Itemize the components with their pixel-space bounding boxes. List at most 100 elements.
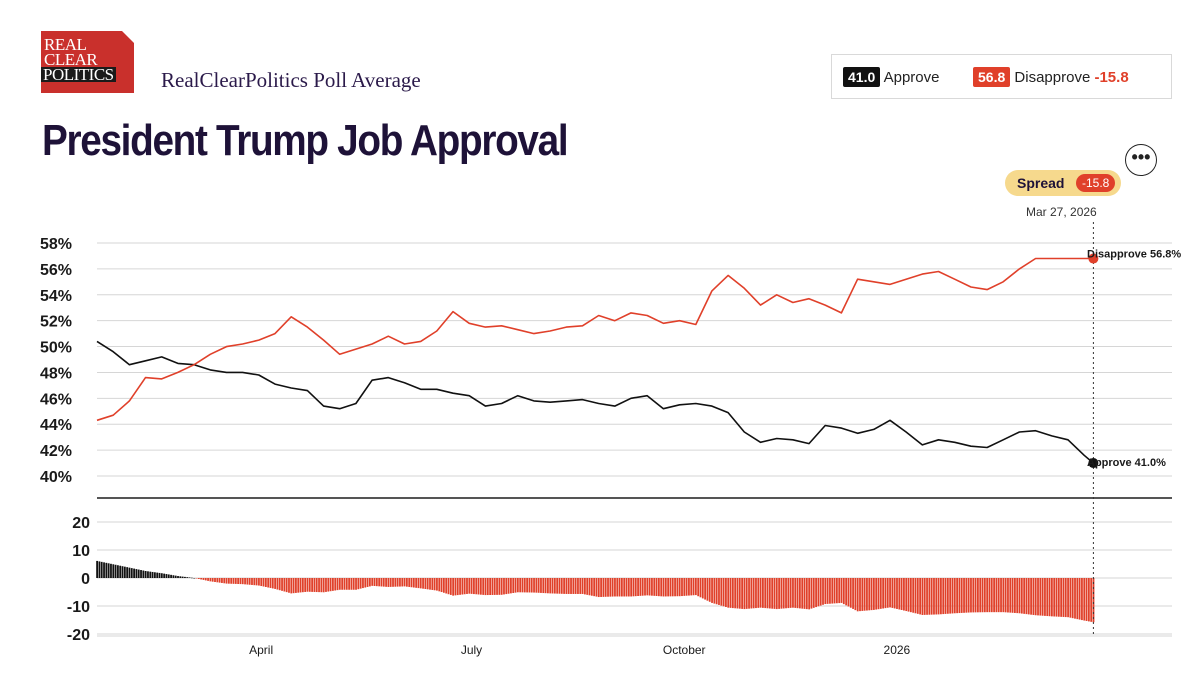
spread-bar	[489, 578, 492, 595]
spread-bar	[234, 578, 237, 584]
spread-bar	[618, 578, 621, 597]
logo-line-1: REAL	[44, 35, 87, 54]
spread-bar	[997, 578, 1000, 613]
spread-bar	[382, 578, 385, 587]
spread-bar	[688, 578, 690, 596]
spread-bar	[852, 578, 854, 609]
spread-bar	[685, 578, 688, 596]
spread-bar	[838, 578, 841, 604]
spread-bar	[1023, 578, 1026, 614]
spread-bar	[990, 578, 993, 613]
spread-bar	[278, 578, 281, 591]
spread-bar	[660, 578, 663, 597]
spread-bar	[424, 578, 427, 589]
spread-bar	[597, 578, 600, 598]
spread-bar	[216, 578, 219, 583]
page-title: President Trump Job Approval	[42, 116, 569, 165]
spread-bar	[290, 578, 293, 594]
x-tick-label: July	[461, 643, 482, 657]
y-tick-label: 0	[81, 571, 90, 588]
spread-bar	[345, 578, 348, 590]
spread-bar	[766, 578, 769, 609]
spread-bar	[829, 578, 831, 604]
spread-bar	[563, 578, 565, 594]
spread-bar	[921, 578, 924, 615]
spread-bar	[473, 578, 475, 595]
spread-bar	[107, 563, 110, 578]
spread-bar	[662, 578, 665, 597]
spread-bar	[935, 578, 938, 615]
spread-bar	[912, 578, 915, 613]
spread-bar	[970, 578, 972, 613]
spread-bar	[669, 578, 672, 597]
spread-bar	[946, 578, 949, 614]
spread-bar	[271, 578, 274, 589]
spread-bar	[232, 578, 235, 584]
spread-bar	[794, 578, 797, 608]
rcp-logo[interactable]: REAL CLEAR POLITICS	[41, 31, 134, 93]
spread-bar	[283, 578, 286, 592]
spread-bar	[1083, 578, 1086, 621]
spread-bar	[466, 578, 468, 594]
spread-bar	[704, 578, 707, 600]
disapprove-series-line[interactable]	[96, 257, 1094, 422]
spread-bar	[246, 578, 249, 585]
spread-bar	[470, 578, 473, 594]
spread-bar	[218, 578, 221, 583]
spread-badge-label: Spread	[1017, 175, 1065, 191]
spread-bar	[521, 578, 524, 593]
spread-bar	[248, 578, 251, 585]
spread-bar	[815, 578, 817, 608]
spread-bar	[859, 578, 861, 612]
spread-bar	[123, 566, 126, 578]
spread-bar	[877, 578, 880, 610]
spread-bar	[630, 578, 633, 597]
spread-bar	[186, 577, 189, 578]
spread-bar	[928, 578, 931, 615]
spread-bar	[341, 578, 344, 590]
spread-bar	[117, 565, 119, 578]
spread-bar	[526, 578, 528, 593]
spread-bar	[590, 578, 593, 596]
y-tick-label: 20	[72, 515, 90, 532]
spread-bar	[253, 578, 256, 586]
more-options-button[interactable]: •••	[1125, 144, 1157, 176]
disapprove-end-label: Disapprove 56.8%	[1087, 249, 1181, 261]
spread-bar	[401, 578, 404, 587]
spread-bar	[1025, 578, 1028, 615]
spread-value: -15.8	[1094, 69, 1129, 86]
y-tick-label: 44%	[40, 417, 72, 434]
spread-bar	[468, 578, 471, 594]
spread-bar	[926, 578, 928, 615]
spread-bar	[798, 578, 801, 609]
spread-bar	[914, 578, 917, 614]
spread-bars	[96, 560, 1095, 623]
spread-bar	[1071, 578, 1074, 619]
approve-end-marker	[1088, 458, 1099, 469]
spread-bar	[953, 578, 956, 614]
spread-bar	[350, 578, 353, 590]
x-tick-label: April	[249, 643, 273, 657]
spread-bar	[140, 570, 142, 578]
spread-bar	[537, 578, 540, 593]
spread-bar	[172, 575, 175, 578]
spread-bar	[184, 576, 186, 578]
spread-bar	[694, 578, 697, 596]
spread-bar	[304, 578, 307, 592]
spread-bar	[366, 578, 369, 587]
approve-value-badge: 41.0	[843, 67, 881, 87]
spread-bar	[1011, 578, 1014, 613]
spread-bar	[690, 578, 693, 596]
spread-bar	[394, 578, 397, 587]
spread-bar	[708, 578, 711, 602]
spread-bar	[105, 562, 108, 578]
spread-bar	[567, 578, 570, 594]
spread-bar	[715, 578, 718, 605]
spread-bar	[135, 569, 138, 578]
approve-series-line[interactable]	[96, 340, 1094, 464]
spread-bar	[607, 578, 609, 597]
spread-bar	[1000, 578, 1002, 613]
spread-bar	[493, 578, 496, 595]
spread-bar	[891, 578, 894, 608]
